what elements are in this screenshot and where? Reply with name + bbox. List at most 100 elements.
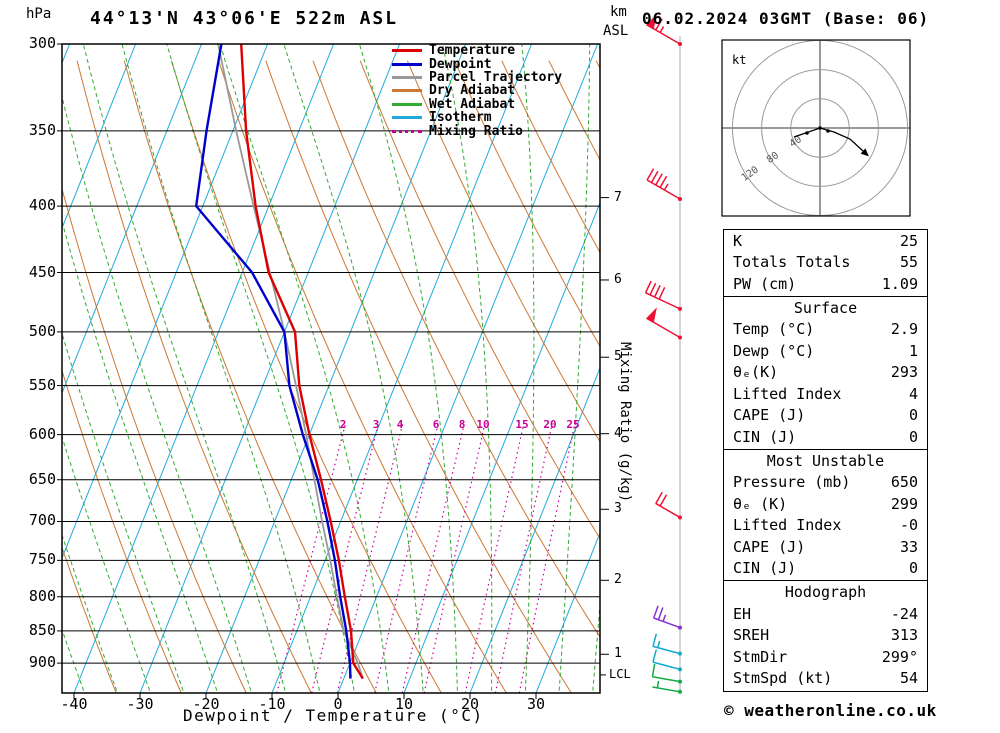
pressure-tick-label: 850: [28, 621, 56, 639]
pressure-tick-label: 400: [28, 196, 56, 214]
axis-ticks: [57, 43, 609, 699]
copyright: © weatheronline.co.uk: [724, 701, 937, 720]
hodograph-ring: [761, 69, 879, 187]
sounding-curves: [194, 44, 364, 680]
hodograph-border: [721, 39, 911, 217]
pressure-tick-label: 750: [28, 550, 56, 568]
hodograph-arrowhead: [860, 148, 869, 157]
stat-value: 54: [899, 669, 918, 687]
stat-row: SREH 313: [724, 625, 927, 647]
stats-table: K 25 Totals Totals 55 PW (cm) 1.09 Surface Temp…: [723, 228, 928, 692]
stat-row: θₑ (K) 299: [724, 494, 927, 516]
stat-value: 1.09: [881, 274, 918, 293]
mixing-ratio-tick-label: 6: [432, 418, 440, 431]
pressure-tick-label: 900: [28, 653, 56, 671]
hodograph-unit-label: kt: [732, 53, 747, 67]
isotherms: [62, 44, 600, 693]
stat-label: Lifted Index: [733, 384, 842, 403]
mixing-ratio-tick-label: 20: [543, 418, 557, 431]
km-tick-label: 5: [614, 349, 622, 364]
stat-row: Pressure (mb) 650: [724, 472, 927, 494]
stat-row: EH -24: [724, 604, 927, 626]
stat-value: 0: [908, 406, 918, 424]
stat-row: CIN (J) 0: [724, 427, 927, 449]
stat-label: CIN (J): [733, 427, 797, 446]
stats-section-header: Surface: [793, 298, 858, 317]
pressure-tick-label: 800: [28, 587, 56, 605]
stat-label: Dewp (°C): [733, 341, 815, 360]
km-tick-label: 7: [614, 190, 622, 205]
legend-swatch-dry-adiabat: [392, 89, 422, 93]
stat-label: StmSpd (kt): [733, 669, 833, 687]
hodograph-dot: [818, 126, 822, 130]
mixing-ratio-tick-label: 4: [396, 418, 404, 431]
stat-value: 299°: [881, 647, 918, 666]
legend-label: Temperature: [429, 43, 516, 59]
mixing-ratio-tick-label: 10: [476, 418, 490, 431]
wind-barb: [652, 633, 682, 656]
stat-row: StmDir 299°: [724, 647, 927, 669]
stat-label: Temp (°C): [733, 320, 815, 338]
pressure-tick-label: 650: [28, 470, 56, 488]
mixing-ratio-tick-label: 25: [566, 418, 580, 431]
legend-label: Wet Adiabat: [429, 96, 516, 112]
pressure-tick-label: 500: [28, 322, 56, 340]
temperature-tick-label: 10: [394, 695, 414, 713]
legend-item: Temperature: [392, 43, 607, 59]
hodograph-dot: [826, 129, 830, 133]
stat-value: 299: [890, 494, 918, 513]
dry-adiabats: [62, 60, 600, 693]
stat-value: 313: [890, 626, 918, 644]
stat-row: Totals Totals 55: [724, 252, 927, 274]
stat-value: -24: [890, 604, 918, 623]
temperature-tick-label: 20: [460, 695, 480, 713]
stat-label: Totals Totals: [733, 253, 851, 271]
stat-row: CAPE (J) 33: [724, 537, 927, 559]
stat-label: EH: [733, 604, 752, 623]
legend-item: Isotherm: [392, 110, 607, 125]
mixing-ratio-tick-label: 15: [515, 418, 529, 431]
mixing-ratio-tick-label: 8: [458, 418, 466, 431]
stat-label: PW (cm): [733, 274, 797, 293]
stat-label: Pressure (mb): [733, 473, 851, 491]
legend-label: Dewpoint: [429, 56, 492, 72]
stat-value: 2.9: [890, 320, 918, 338]
stats-section: Surface Temp (°C) 2.9 Dewp (°C) 1 θₑ(K) 293 Lif…: [723, 295, 928, 450]
stat-value: -0: [899, 516, 918, 534]
temperature-tick-label: 30: [526, 695, 546, 713]
stat-row: StmSpd (kt) 54: [724, 668, 927, 690]
wind-barb: [646, 168, 682, 202]
stats-section: K 25 Totals Totals 55 PW (cm) 1.09: [723, 228, 928, 297]
legend-swatch-wet-adiabat: [392, 102, 422, 106]
stat-row: Dewp (°C) 1: [724, 341, 927, 363]
legend-swatch-mixing-ratio: [392, 129, 422, 133]
stat-row: θₑ(K) 293: [724, 362, 927, 384]
wind-barb: [645, 307, 682, 340]
wind-barb: [645, 13, 682, 46]
legend-swatch-isotherm: [392, 116, 422, 120]
legend-item: Dry Adiabat: [392, 83, 607, 98]
hodograph-dot: [805, 131, 809, 135]
height-axis-unit-label: km: [610, 4, 627, 20]
stat-value: 25: [899, 231, 918, 250]
x-axis-label: Dewpoint / Temperature (°C): [183, 706, 484, 725]
stat-value: 4: [908, 384, 918, 403]
pressure-tick-label: 300: [28, 34, 56, 52]
km-tick-label: 2: [614, 572, 622, 587]
km-tick-label: 4: [614, 426, 622, 441]
temperature-tick-label: -10: [258, 695, 286, 713]
skewt-background: [62, 44, 600, 693]
stat-label: CAPE (J): [733, 537, 806, 556]
temperature-tick-label: -40: [60, 695, 88, 713]
mixing-ratio-tick-label: 3: [372, 418, 380, 431]
temperature-curve: [240, 44, 364, 680]
stat-row: Lifted Index -0: [724, 515, 927, 537]
stat-row: CIN (J) 0: [724, 558, 927, 580]
mixing-ratio-axis-label: Mixing Ratio (g/kg): [617, 342, 633, 503]
km-tick-label: 3: [614, 501, 622, 516]
plot-border: [61, 43, 601, 694]
stat-label: θₑ (K): [733, 494, 788, 513]
km-tick-label: 6: [614, 272, 622, 287]
